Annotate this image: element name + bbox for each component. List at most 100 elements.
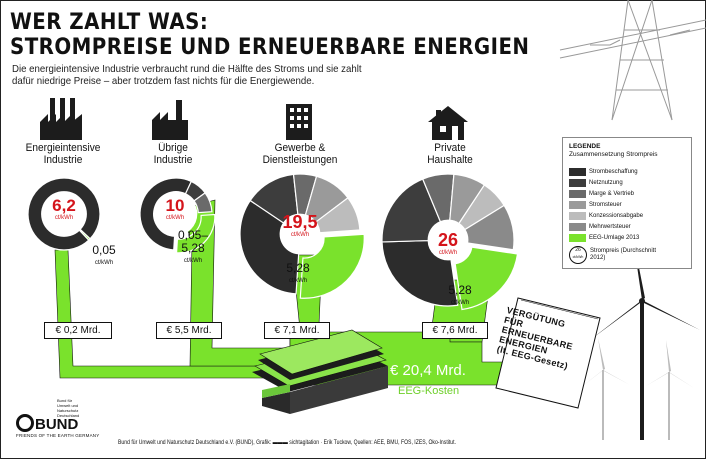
price-value: 19,5 xyxy=(282,212,318,232)
pie-slice xyxy=(464,204,515,251)
bund-side-line: Naturschutz xyxy=(57,408,79,413)
factory-small-icon xyxy=(152,100,188,140)
legend-average-price: 26 ct/kWh Strompreis (Durchschnitt 2012) xyxy=(569,246,670,264)
legend-average-circle: 26 ct/kWh xyxy=(569,246,587,264)
price-label-gewerbe: 19,5 ct/kWh xyxy=(276,213,324,238)
eeg-value-gewerbe: 5,28 ct/kWh xyxy=(276,262,320,288)
chart-legend: LEGENDE Zusammensetzung Strompreis Strom… xyxy=(562,137,692,269)
legend-swatch xyxy=(569,201,586,209)
power-pylon-icon xyxy=(559,0,706,121)
sector-label-energieintensive: Energieintensive Industrie xyxy=(23,142,102,166)
legend-label: Netznutzung xyxy=(589,180,623,186)
legend-label: Konzessionsabgabe xyxy=(589,213,644,219)
legend-swatch xyxy=(569,179,586,187)
eeg-unit: ct/kWh xyxy=(183,258,203,264)
legend-item: Stromsteuer xyxy=(569,201,622,209)
eeg-value-line: 5,28 xyxy=(181,241,205,255)
legend-item: Netznutzung xyxy=(569,179,623,187)
bund-logo: BUND xyxy=(16,414,78,433)
pie-gewerbe xyxy=(239,173,365,299)
pie-center xyxy=(42,192,86,236)
price-value: 26 xyxy=(437,230,459,250)
legend-item: Konzessionsabgabe xyxy=(569,212,643,220)
eeg-value: 5,28 xyxy=(448,283,472,297)
eeg-value: 5,28 xyxy=(286,261,310,275)
legend-average-label: Strompreis (Durchschnitt 2012) xyxy=(590,248,657,261)
eeg-total-gewerbe: € 7,1 Mrd. xyxy=(264,322,330,339)
page-subtitle: Die energieintensive Industrie verbrauch… xyxy=(12,63,362,87)
pie-center xyxy=(281,215,319,253)
eeg-total-uebrige-industrie: € 5,5 Mrd. xyxy=(156,322,222,339)
house-icon xyxy=(428,106,468,140)
sector-label-gewerbe: Gewerbe & Dienstleistungen xyxy=(254,142,346,166)
sector-label-line: Gewerbe & xyxy=(274,142,326,154)
wind-turbine-icon xyxy=(580,232,700,440)
sector-label-line: Private xyxy=(434,142,466,154)
price-unit: ct/kWh xyxy=(290,232,310,238)
eeg-grand-total-label: EEG-Kosten xyxy=(398,385,460,397)
eeg-total-energieintensive: € 0,2 Mrd. xyxy=(44,322,112,339)
legend-subtitle: Zusammensetzung Strompreis xyxy=(569,151,658,158)
pie-slice xyxy=(239,199,300,295)
legend-average-unit: ct/kWh xyxy=(572,255,584,259)
money-stack-icon xyxy=(252,329,388,414)
pie-slice xyxy=(381,239,459,307)
eeg-total-haushalte: € 7,6 Mrd. xyxy=(422,322,488,339)
pie-slice xyxy=(314,197,361,234)
pie-slice xyxy=(381,178,442,243)
page-title-line1: WER ZAHLT WAS: xyxy=(10,10,209,35)
eeg-grand-total: € 20,4 Mrd. xyxy=(390,362,466,379)
pie-slice xyxy=(78,228,91,241)
sector-label-haushalte: Private Haushalte xyxy=(404,142,496,166)
sector-label-uebrige-industrie: Übrige Industrie xyxy=(133,142,212,166)
price-unit: ct/kWh xyxy=(438,250,458,256)
pie-slice xyxy=(27,177,101,251)
sector-label-line: Energieintensive xyxy=(25,142,101,154)
legend-label: Stromsteuer xyxy=(589,202,622,208)
legend-item: Marge & Vertrieb xyxy=(569,190,634,198)
bund-logo-text: BUND xyxy=(35,416,79,433)
bund-side-line: Umwelt und xyxy=(57,403,79,408)
pie-energieintensive xyxy=(27,177,101,251)
price-value: 6,2 xyxy=(52,196,76,215)
price-value: 10 xyxy=(165,196,185,215)
pie-haushalte xyxy=(381,173,519,311)
legend-swatch xyxy=(569,234,586,242)
eeg-value-line: 0,05– xyxy=(177,228,209,242)
eeg-value-energieintensive: 0,05 ct/kWh xyxy=(86,244,122,270)
price-label-uebrige-industrie: 10 ct/kWh xyxy=(156,197,194,221)
sector-label-line: Übrige xyxy=(158,142,188,154)
legend-swatch xyxy=(569,190,586,198)
eeg-document-icon xyxy=(495,297,601,409)
pie-slice xyxy=(193,192,213,214)
sector-label-line: Industrie xyxy=(153,154,193,166)
price-unit: ct/kWh xyxy=(54,215,74,221)
pie-slice xyxy=(175,213,216,254)
price-label-energieintensive: 6,2 ct/kWh xyxy=(44,197,84,221)
eeg-value-haushalte: 5,28 ct/kWh xyxy=(438,284,482,310)
sector-label-line: Dienstleistungen xyxy=(262,154,338,166)
legend-swatch xyxy=(569,212,586,220)
eeg-unit: ct/kWh xyxy=(450,300,470,306)
page-title-line2: STROMPREISE UND ERNEUERBARE ENERGIEN xyxy=(10,35,530,60)
pie-center xyxy=(154,192,198,236)
legend-average-value: 26 xyxy=(575,247,581,253)
pie-slice xyxy=(139,177,193,251)
sector-label-line: Haushalte xyxy=(427,154,473,166)
legend-item: EEG-Umlage 2013 xyxy=(569,234,639,242)
sector-label-line: Industrie xyxy=(43,154,83,166)
office-building-icon xyxy=(286,104,312,140)
legend-label: EEG-Umlage 2013 xyxy=(589,235,640,241)
legend-swatch xyxy=(569,168,586,176)
bund-logo-mark xyxy=(16,414,34,432)
eeg-unit: ct/kWh xyxy=(94,260,114,266)
pie-slice xyxy=(299,233,365,299)
eeg-value-uebrige-industrie: 0,05– 5,28 ct/kWh xyxy=(172,229,214,268)
bund-side-line: Bund für xyxy=(57,398,73,403)
legend-item: Mehrwertsteuer xyxy=(569,223,631,231)
pie-center xyxy=(429,221,467,259)
footer-credits: Bund für Umwelt und Naturschutz Deutschl… xyxy=(118,440,456,446)
legend-swatch xyxy=(569,223,586,231)
price-unit: ct/kWh xyxy=(165,215,185,221)
price-label-haushalte: 26 ct/kWh xyxy=(428,231,468,256)
